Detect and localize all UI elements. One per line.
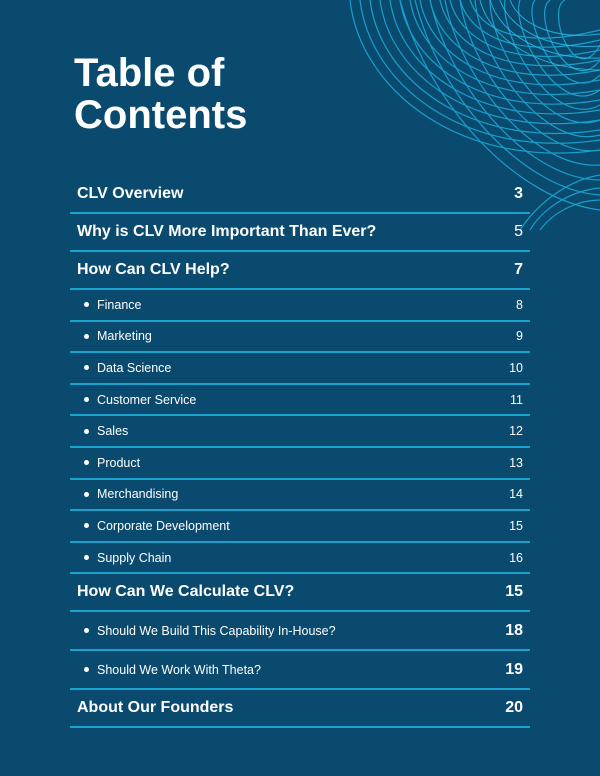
toc-entry-page: 20	[505, 699, 523, 717]
bullet-icon	[84, 491, 89, 497]
toc-subentry-merchandising[interactable]: Merchandising 14	[70, 480, 530, 512]
toc-entry-label: Corporate Development	[97, 518, 230, 533]
toc-entry-clv-overview[interactable]: CLV Overview 3	[70, 176, 530, 214]
toc-entry-how-clv-help[interactable]: How Can CLV Help? 7	[70, 252, 530, 290]
bullet-icon	[84, 667, 89, 673]
toc-subentry-corporate-development[interactable]: Corporate Development 15	[70, 511, 530, 543]
title-line-1: Table of	[74, 51, 225, 95]
title-line-2: Contents	[74, 93, 248, 137]
bullet-icon	[84, 428, 89, 434]
toc-entry-page: 15	[505, 583, 523, 601]
toc-entry-page: 5	[514, 223, 523, 240]
toc-subentry-data-science[interactable]: Data Science 10	[70, 353, 530, 385]
bullet-icon	[84, 365, 89, 371]
decorative-curves	[349, 0, 600, 230]
toc-subentry-finance[interactable]: Finance 8	[70, 290, 530, 322]
toc-entry-label: Merchandising	[97, 487, 179, 502]
toc-entry-label: Supply Chain	[97, 550, 172, 565]
toc-entry-label: Why is CLV More Important Than Ever?	[77, 223, 377, 240]
toc-subentry-supply-chain[interactable]: Supply Chain 16	[70, 543, 530, 575]
page-title: Table of Contents	[74, 52, 247, 136]
toc-entry-label: About Our Founders	[77, 699, 234, 717]
toc-subentry-build-in-house[interactable]: Should We Build This Capability In-House…	[70, 612, 530, 652]
bullet-icon	[84, 302, 89, 308]
toc-entry-about-founders[interactable]: About Our Founders 20	[70, 690, 530, 729]
toc-entry-why-clv-important[interactable]: Why is CLV More Important Than Ever? 5	[70, 214, 530, 252]
toc-subentry-product[interactable]: Product 13	[70, 448, 530, 480]
toc-entry-page: 13	[509, 455, 523, 470]
toc-entry-page: 9	[516, 329, 523, 344]
toc-entry-label: How Can CLV Help?	[77, 261, 230, 278]
toc-entry-label: How Can We Calculate CLV?	[77, 583, 295, 601]
toc-subentry-marketing[interactable]: Marketing 9	[70, 322, 530, 354]
bullet-icon	[84, 555, 89, 561]
toc-entry-page: 15	[509, 518, 523, 533]
bullet-icon	[84, 460, 89, 466]
bullet-icon	[84, 397, 89, 403]
toc-subentry-work-with-theta[interactable]: Should We Work With Theta? 19	[70, 651, 530, 691]
toc-subentry-customer-service[interactable]: Customer Service 11	[70, 385, 530, 417]
bullet-icon	[84, 628, 89, 634]
bullet-icon	[84, 523, 89, 529]
toc-entry-page: 14	[509, 487, 523, 502]
toc-subentry-sales[interactable]: Sales 12	[70, 416, 530, 448]
toc-entry-label: Finance	[97, 297, 142, 312]
toc-entry-page: 16	[509, 550, 523, 565]
toc-entry-label: Marketing	[97, 329, 152, 344]
toc-entry-label: Data Science	[97, 360, 172, 375]
bullet-icon	[84, 333, 89, 339]
toc-entry-page: 12	[509, 424, 523, 439]
toc-entry-page: 3	[514, 185, 523, 202]
toc-entry-page: 8	[516, 297, 523, 312]
toc-entry-label: Customer Service	[97, 392, 197, 407]
toc-entry-page: 19	[505, 660, 523, 678]
toc-entry-label: Product	[97, 455, 141, 470]
table-of-contents: CLV Overview 3 Why is CLV More Important…	[70, 176, 530, 729]
toc-entry-label: Should We Work With Theta?	[97, 662, 261, 677]
toc-entry-label: CLV Overview	[77, 185, 184, 202]
toc-entry-label: Should We Build This Capability In-House…	[97, 623, 336, 638]
toc-entry-page: 11	[510, 392, 523, 407]
toc-entry-page: 18	[505, 621, 523, 639]
toc-entry-page: 10	[509, 360, 523, 375]
toc-entry-how-calculate-clv[interactable]: How Can We Calculate CLV? 15	[70, 574, 530, 613]
toc-entry-label: Sales	[97, 424, 129, 439]
toc-entry-page: 7	[514, 261, 523, 278]
